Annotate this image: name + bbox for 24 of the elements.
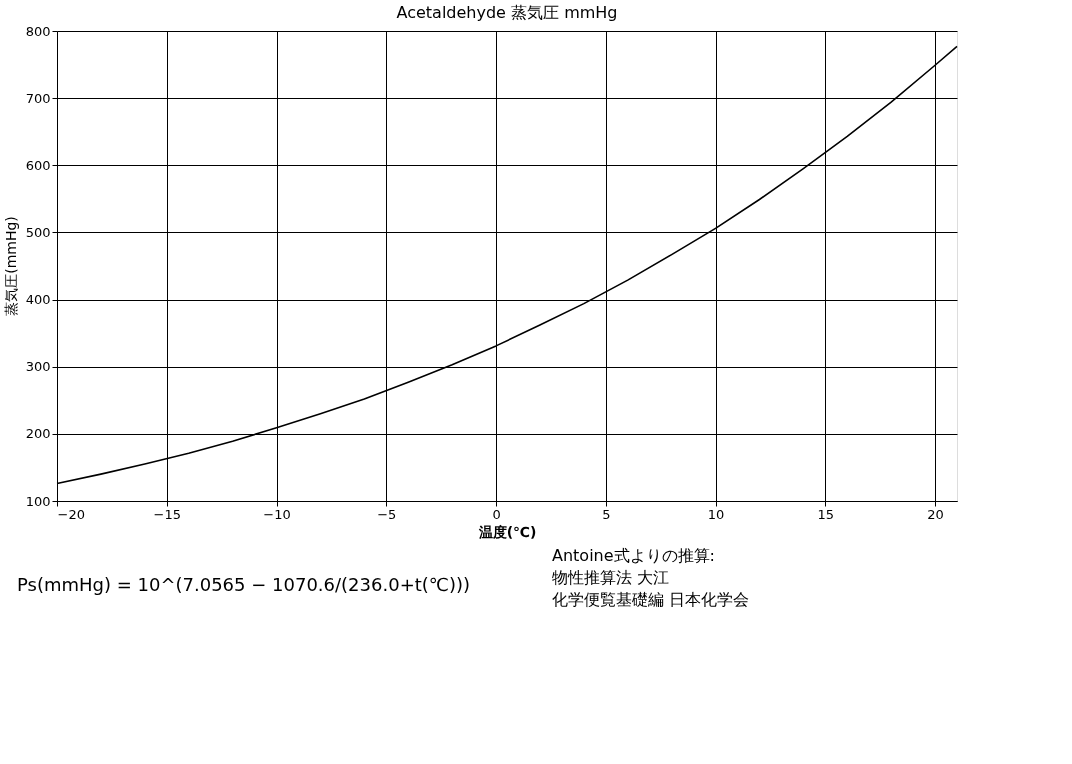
x-tick-label: 0 (492, 506, 501, 522)
x-tick-label: 20 (927, 506, 944, 522)
text: Antoine式よりの推算: (552, 546, 715, 565)
y-tick-label: 500 (25, 224, 51, 240)
y-axis-title: 蒸気圧(mmHg) (3, 216, 19, 316)
x-tick-label: 5 (602, 506, 611, 522)
x-tick-label: −5 (377, 506, 397, 522)
x-tick-label: 15 (817, 506, 835, 522)
y-tick-label: 200 (25, 426, 51, 442)
x-tick-label: −15 (153, 506, 181, 522)
x-tick-label: −20 (57, 506, 85, 522)
y-tick-label: 400 (25, 292, 51, 308)
x-tick-label: −10 (263, 506, 291, 522)
y-tick-label: 700 (25, 90, 51, 106)
text: 化学便覧基礎編 日本化学会 (552, 590, 750, 609)
y-tick-label: 800 (25, 23, 51, 39)
text: 物性推算法 大江 (552, 568, 670, 587)
y-tick-label: 600 (25, 157, 51, 173)
text: Ps(mmHg) = 10^(7.0565 − 1070.6/(236.0+t(℃))) (17, 574, 471, 595)
x-tick-label: 10 (707, 506, 725, 522)
chart-title: Acetaldehyde 蒸気圧 mmHg (396, 3, 618, 22)
x-axis-title: 温度(℃) (477, 523, 537, 540)
y-tick-label: 300 (25, 359, 51, 375)
y-tick-label: 100 (25, 493, 51, 509)
